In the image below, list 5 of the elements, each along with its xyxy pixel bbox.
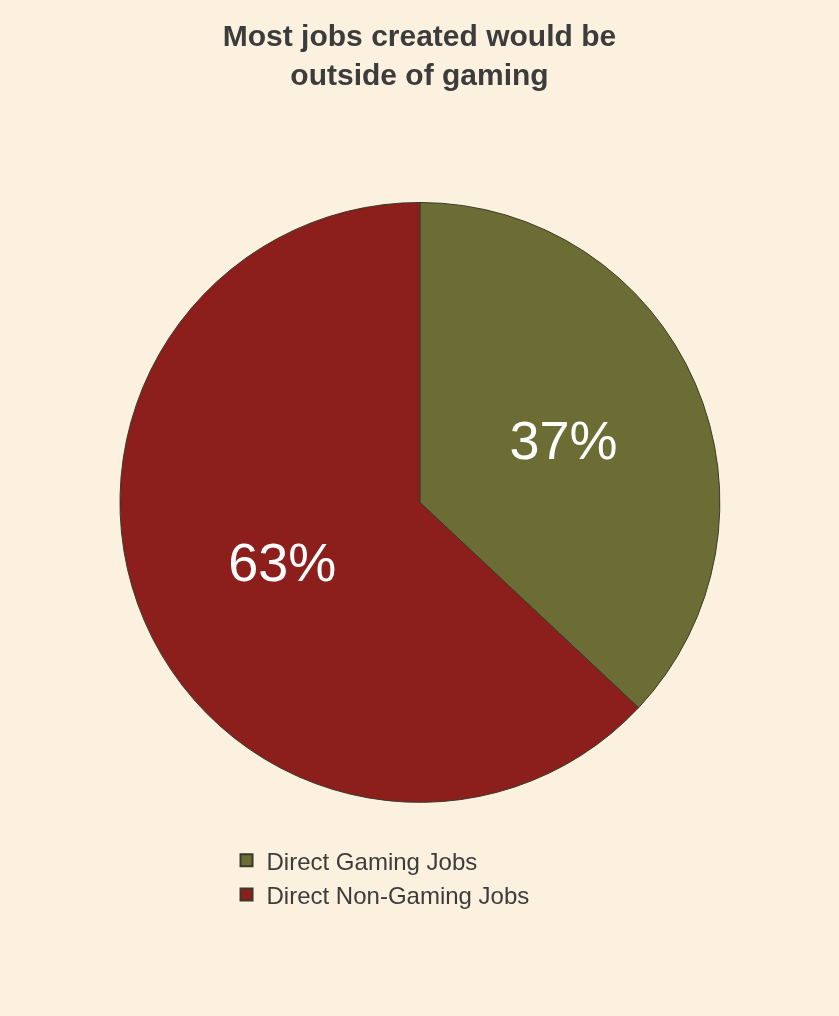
data-label: 37% <box>509 410 618 471</box>
legend-label: Direct Non-Gaming Jobs <box>266 881 530 909</box>
chart-title: Most jobs created would be outside of gaming <box>222 18 617 91</box>
data-label: 63% <box>228 531 337 592</box>
legend-label: Direct Gaming Jobs <box>266 847 478 875</box>
